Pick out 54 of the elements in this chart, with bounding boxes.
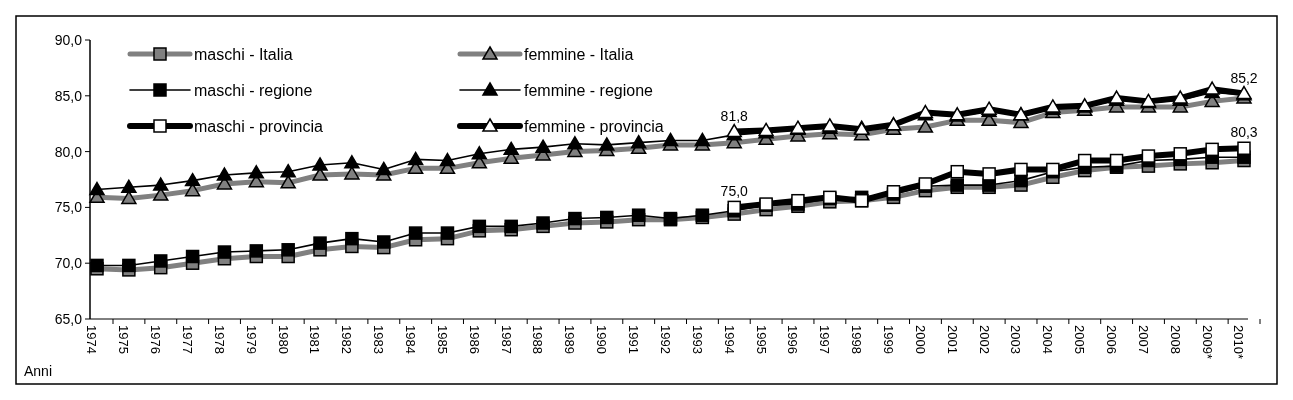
x-tick-label: 2005	[1072, 325, 1088, 354]
x-tick-label: 1980	[275, 325, 291, 354]
x-tick-label: 1986	[466, 325, 482, 354]
data-label: 81,8	[720, 107, 749, 124]
x-tick-label: 1987	[498, 325, 514, 354]
y-tick-label: 80,0	[54, 143, 83, 160]
x-tick-label: 2004	[1040, 325, 1056, 354]
x-tick-label: 1995	[753, 325, 769, 354]
x-tick-label: 1993	[689, 325, 705, 354]
x-tick-label: 2000	[912, 325, 928, 354]
data-label: 85,2	[1230, 69, 1258, 86]
x-tick-label: 1996	[785, 325, 801, 354]
x-tick-label: 1984	[403, 325, 419, 354]
x-tick-label: 2010*	[1231, 325, 1247, 359]
x-tick-label: 1992	[657, 325, 673, 354]
x-tick-label: 1998	[849, 325, 865, 354]
legend-label: femmine - regione	[524, 81, 654, 99]
x-tick-label: 1997	[817, 325, 833, 354]
x-tick-label: 1974	[84, 325, 100, 354]
legend-label: maschi - provincia	[194, 117, 324, 135]
data-label: 80,3	[1230, 124, 1258, 141]
x-tick-label: 1999	[880, 325, 896, 354]
x-tick-label: 2001	[944, 325, 960, 354]
x-tick-label: 1994	[721, 325, 737, 354]
x-tick-label: 1988	[530, 325, 546, 354]
x-tick-label: 1978	[211, 325, 227, 354]
x-tick-label: 1975	[116, 325, 132, 354]
x-tick-label: 1981	[307, 325, 323, 354]
x-tick-label: 1979	[243, 325, 259, 354]
y-tick-label: 85,0	[54, 87, 83, 104]
x-tick-label: 1977	[180, 325, 196, 354]
x-tick-label: 2007	[1135, 325, 1151, 354]
legend-label: maschi - regione	[194, 81, 313, 99]
x-tick-label: 2006	[1104, 325, 1120, 354]
data-label: 75,0	[720, 183, 749, 200]
x-axis-title: Anni	[24, 363, 53, 379]
x-tick-label: 1976	[148, 325, 164, 354]
y-tick-label: 70,0	[54, 255, 83, 272]
y-tick-label: 75,0	[54, 199, 83, 216]
x-tick-label: 2003	[1008, 325, 1024, 354]
legend-label: maschi - Italia	[194, 45, 293, 63]
y-tick-label: 65,0	[54, 310, 83, 327]
y-tick-label: 90,0	[54, 31, 83, 48]
x-tick-label: 1985	[434, 325, 450, 354]
legend-label: femmine - Italia	[524, 45, 634, 63]
x-tick-label: 1990	[594, 325, 610, 354]
legend-label: femmine - provincia	[524, 117, 664, 135]
x-tick-label: 1989	[562, 325, 578, 354]
x-tick-label: 1982	[339, 325, 355, 354]
x-tick-label: 2009*	[1199, 325, 1215, 359]
x-tick-label: 1983	[371, 325, 387, 354]
x-tick-label: 2008	[1167, 325, 1183, 354]
x-tick-label: 2002	[976, 325, 992, 354]
x-tick-label: 1991	[626, 325, 642, 354]
